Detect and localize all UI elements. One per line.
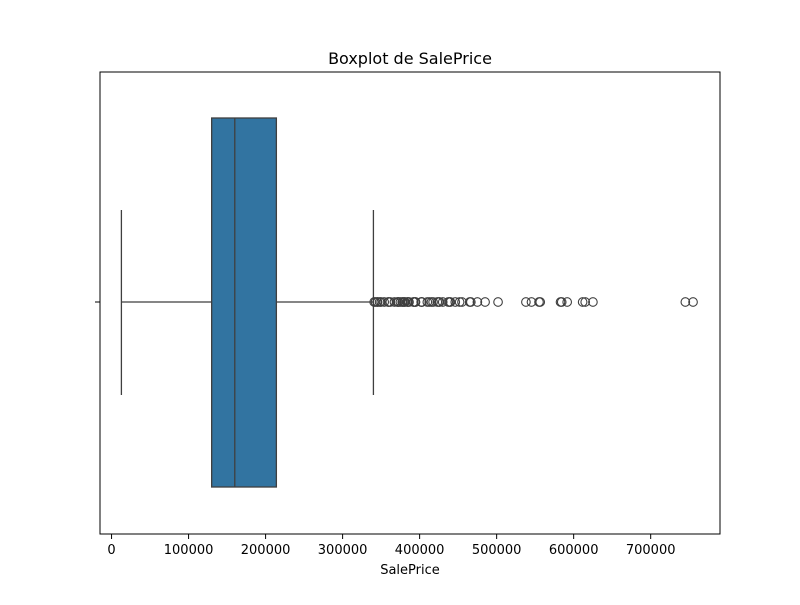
outlier-point [580,297,591,307]
outlier-point [445,297,456,307]
outlier-point [480,297,490,307]
x-axis: 0 100000 200000 300000 400000 500000 600000 700… [95,301,676,558]
outlier-point [472,297,483,307]
outlier-point [556,297,567,307]
plot-area [120,117,698,488]
outlier-point [450,297,461,307]
outlier-point [493,297,503,307]
outlier-point [562,297,573,307]
x-tick-label: 300000 [318,543,368,558]
outlier-point [535,297,546,307]
x-tick-label: 500000 [472,543,522,558]
chart-title: Boxplot de SalePrice [328,49,492,68]
outlier-point [521,297,531,307]
iqr-box [211,117,278,488]
x-tick-label: 200000 [241,543,291,558]
x-tick-label: 700000 [626,543,676,558]
axes-frame [99,71,721,535]
outlier-point [680,297,691,307]
outlier-point [688,297,698,307]
outlier-point [588,297,598,307]
outlier-point [428,297,438,307]
outlier-point [437,297,448,307]
x-tick-label: 0 [107,543,115,558]
outlier-point [577,297,588,307]
outlier-point [417,297,427,307]
x-axis-label: SalePrice [380,563,440,578]
outlier-point [465,297,476,307]
outlier-point [410,297,421,307]
x-tick-label: 600000 [549,543,599,558]
x-tick-label: 400000 [395,543,445,558]
outlier-point [379,297,390,307]
outlier-point [454,297,465,307]
outlier-point [376,297,386,307]
x-tick-label: 100000 [164,543,214,558]
outlier-point [404,297,414,307]
